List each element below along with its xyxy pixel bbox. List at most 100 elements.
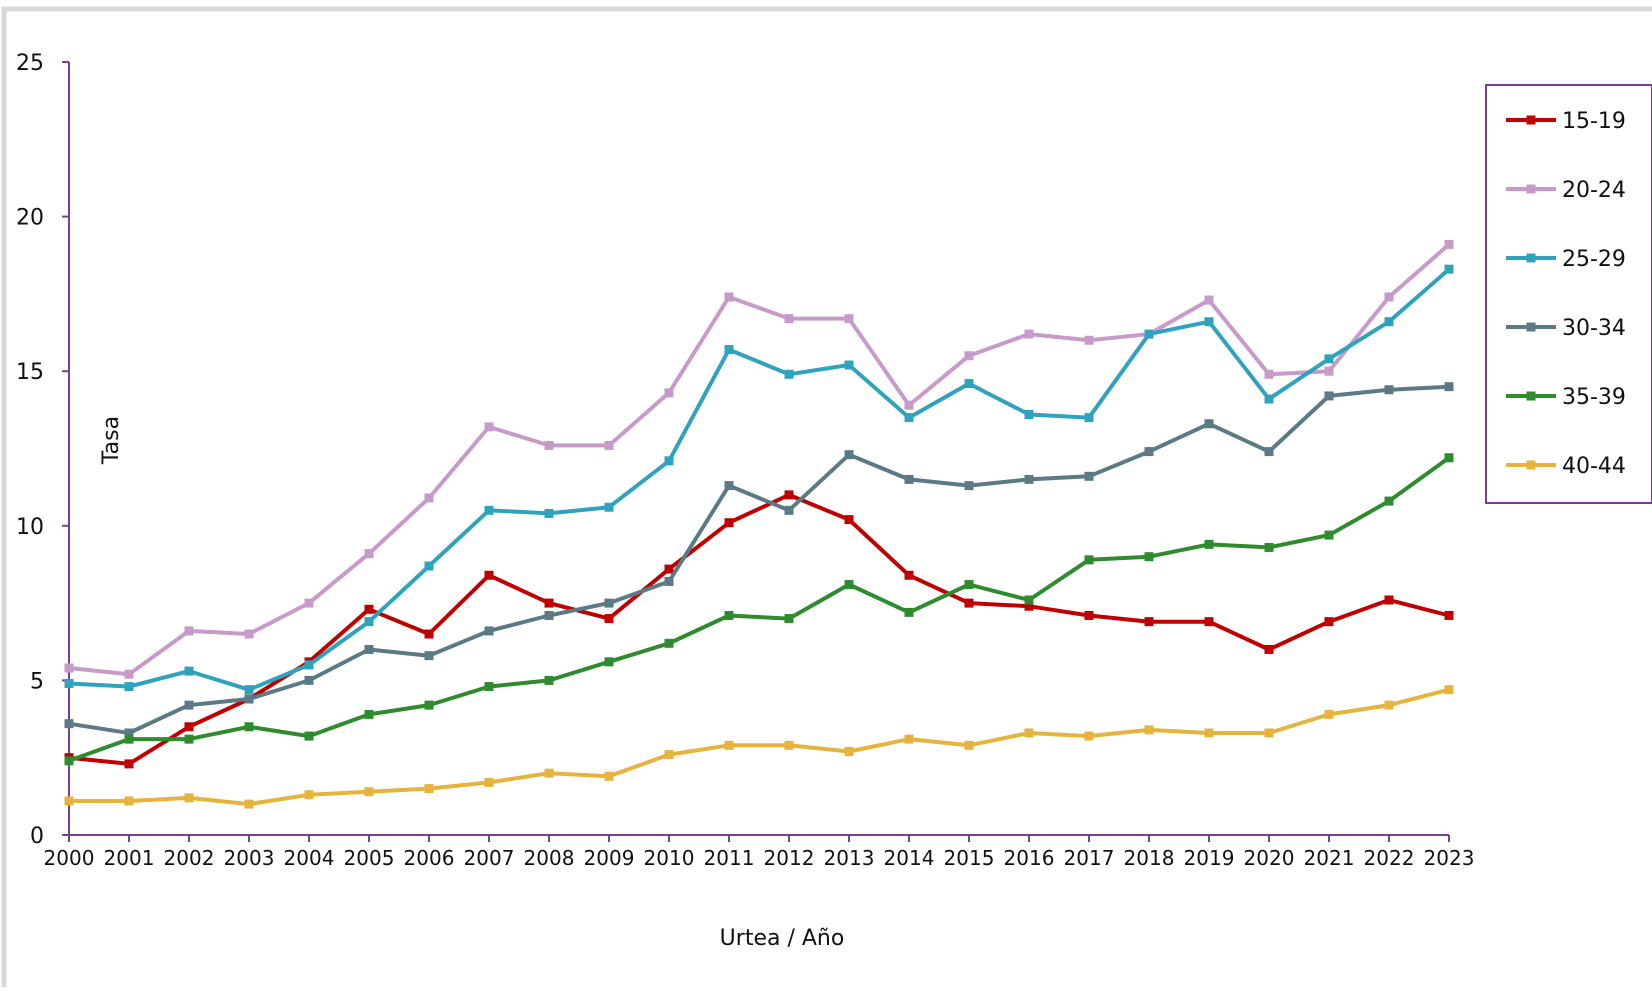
data-point bbox=[484, 626, 494, 636]
data-point bbox=[904, 570, 914, 580]
data-point bbox=[964, 580, 974, 590]
legend-label: 25-29 bbox=[1562, 247, 1626, 272]
data-point bbox=[844, 450, 854, 460]
x-tick-label: 2002 bbox=[164, 846, 215, 870]
legend-label: 40-44 bbox=[1562, 454, 1626, 479]
data-point bbox=[1264, 369, 1274, 379]
data-point bbox=[1264, 644, 1274, 654]
data-point bbox=[1444, 453, 1454, 463]
data-point bbox=[364, 644, 374, 654]
x-tick-label: 2010 bbox=[644, 846, 695, 870]
x-tick-label: 2019 bbox=[1184, 846, 1235, 870]
data-point bbox=[184, 734, 194, 744]
y-tick-group: 0 5 10 15 20 25 bbox=[16, 51, 69, 849]
data-point bbox=[1144, 617, 1154, 627]
legend-item: 35-39 bbox=[1506, 385, 1626, 410]
data-point bbox=[1144, 552, 1154, 562]
data-point bbox=[184, 700, 194, 710]
data-point bbox=[544, 675, 554, 685]
data-point bbox=[1024, 728, 1034, 738]
data-point bbox=[244, 694, 254, 704]
data-point bbox=[1024, 595, 1034, 605]
series-line bbox=[69, 687, 1450, 807]
data-point bbox=[364, 617, 374, 627]
data-point bbox=[1084, 335, 1094, 345]
data-point bbox=[424, 700, 434, 710]
data-point bbox=[844, 580, 854, 590]
data-point bbox=[544, 610, 554, 620]
data-point bbox=[64, 719, 74, 729]
x-tick-label: 2008 bbox=[524, 846, 575, 870]
data-point bbox=[844, 314, 854, 324]
data-point bbox=[604, 657, 614, 667]
series-line bbox=[68, 384, 1450, 735]
data-point bbox=[124, 796, 134, 806]
data-point bbox=[604, 502, 614, 512]
series-line bbox=[68, 242, 1451, 677]
x-tick-label: 2020 bbox=[1244, 846, 1295, 870]
data-point bbox=[304, 660, 314, 670]
data-point bbox=[784, 314, 794, 324]
x-tick-label: 2013 bbox=[824, 846, 875, 870]
data-point bbox=[1084, 731, 1094, 741]
data-point bbox=[604, 771, 614, 781]
data-point bbox=[64, 756, 74, 766]
data-point bbox=[1204, 539, 1214, 549]
x-tick-label: 2017 bbox=[1064, 846, 1115, 870]
data-point bbox=[724, 481, 734, 491]
data-point bbox=[304, 790, 314, 800]
x-tick-label: 2023 bbox=[1424, 846, 1475, 870]
data-point bbox=[784, 490, 794, 500]
data-point bbox=[724, 345, 734, 355]
data-point bbox=[1264, 728, 1274, 738]
data-point bbox=[1384, 700, 1394, 710]
data-point bbox=[244, 799, 254, 809]
data-point bbox=[124, 682, 134, 692]
data-point bbox=[364, 709, 374, 719]
data-point bbox=[544, 768, 554, 778]
data-point bbox=[544, 440, 554, 450]
data-point bbox=[124, 728, 134, 738]
x-axis-title: Urtea / Año bbox=[720, 926, 845, 951]
data-point bbox=[724, 610, 734, 620]
data-point bbox=[1144, 329, 1154, 339]
data-point bbox=[1384, 595, 1394, 605]
data-point bbox=[784, 740, 794, 750]
legend-item: 20-24 bbox=[1506, 178, 1626, 203]
data-point bbox=[424, 493, 434, 503]
data-point bbox=[424, 651, 434, 661]
data-point bbox=[964, 379, 974, 389]
data-point bbox=[604, 614, 614, 624]
data-point bbox=[184, 626, 194, 636]
data-point bbox=[484, 570, 494, 580]
legend-swatch-marker bbox=[1526, 184, 1536, 194]
data-point bbox=[1384, 317, 1394, 327]
data-point bbox=[844, 360, 854, 370]
y-tick-label: 0 bbox=[30, 824, 44, 849]
legend-item: 40-44 bbox=[1506, 454, 1626, 479]
data-point bbox=[1324, 617, 1334, 627]
x-tick-label: 2022 bbox=[1364, 846, 1415, 870]
data-point bbox=[784, 505, 794, 515]
data-point bbox=[1144, 447, 1154, 457]
legend-swatch-marker bbox=[1526, 115, 1536, 125]
legend-swatch-marker bbox=[1526, 253, 1536, 263]
data-point bbox=[904, 607, 914, 617]
legend-item: 30-34 bbox=[1506, 316, 1626, 341]
series-20-24 bbox=[64, 239, 1454, 679]
y-tick-label: 10 bbox=[16, 515, 44, 540]
data-point bbox=[544, 598, 554, 608]
data-point bbox=[904, 413, 914, 423]
data-point bbox=[484, 422, 494, 432]
data-point bbox=[1444, 264, 1454, 274]
x-tick-label: 2004 bbox=[284, 846, 335, 870]
y-tick-label: 25 bbox=[16, 51, 44, 76]
data-point bbox=[604, 598, 614, 608]
data-point bbox=[1204, 728, 1214, 738]
series-40-44 bbox=[64, 685, 1454, 809]
x-tick-label: 2012 bbox=[764, 846, 815, 870]
x-tick-label: 2006 bbox=[404, 846, 455, 870]
data-point bbox=[1444, 610, 1454, 620]
data-point bbox=[544, 508, 554, 518]
